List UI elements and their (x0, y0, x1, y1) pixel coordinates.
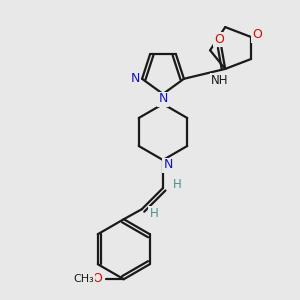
Text: H: H (149, 207, 158, 220)
Text: NH: NH (211, 74, 228, 87)
Text: N: N (130, 72, 140, 85)
Text: N: N (158, 92, 168, 106)
Text: O: O (252, 28, 262, 41)
Text: O: O (92, 272, 102, 285)
Text: CH₃: CH₃ (74, 274, 94, 284)
Text: O: O (214, 33, 224, 46)
Text: N: N (163, 158, 173, 172)
Text: H: H (172, 178, 182, 190)
